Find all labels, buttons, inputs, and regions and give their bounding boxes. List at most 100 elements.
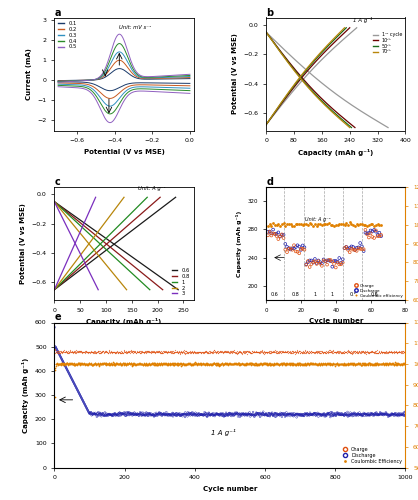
- Point: [128, 410, 135, 418]
- Point: [70, 348, 76, 356]
- Point: [234, 349, 240, 357]
- Point: [204, 348, 210, 356]
- Point: [93, 410, 99, 418]
- Point: [362, 348, 369, 356]
- Point: [119, 348, 125, 356]
- Point: [128, 348, 135, 356]
- Point: [54, 348, 61, 356]
- Point: [134, 410, 141, 418]
- Point: [194, 348, 200, 356]
- Point: [94, 348, 100, 356]
- Point: [331, 411, 338, 419]
- Point: [387, 411, 393, 419]
- Point: [59, 348, 65, 356]
- Point: [74, 359, 81, 367]
- Point: [202, 347, 209, 355]
- Point: [214, 348, 221, 356]
- Point: [258, 348, 265, 356]
- Point: [298, 220, 304, 228]
- Point: [342, 410, 349, 418]
- Point: [393, 348, 400, 356]
- Point: [247, 348, 254, 356]
- Point: [285, 245, 292, 253]
- Point: [125, 409, 131, 417]
- Point: [134, 360, 141, 368]
- Point: [254, 360, 261, 368]
- Point: [168, 348, 175, 356]
- Point: [182, 360, 189, 368]
- Point: [347, 244, 353, 252]
- Point: [97, 348, 104, 356]
- Point: [257, 410, 264, 418]
- Point: [363, 350, 370, 358]
- Point: [273, 221, 280, 229]
- Point: [178, 348, 185, 356]
- Point: [107, 348, 114, 356]
- Point: [288, 360, 295, 368]
- Point: [370, 410, 377, 418]
- Point: [346, 360, 353, 368]
- Point: [374, 231, 381, 239]
- Point: [163, 348, 170, 356]
- Point: [119, 360, 126, 368]
- Point: [293, 414, 300, 422]
- Point: [129, 348, 136, 356]
- Point: [280, 348, 287, 356]
- Point: [298, 410, 305, 418]
- Point: [357, 410, 364, 418]
- Point: [352, 410, 358, 418]
- Point: [208, 410, 214, 418]
- Point: [112, 409, 118, 417]
- Point: [137, 410, 143, 418]
- Point: [153, 411, 159, 419]
- Point: [267, 410, 274, 418]
- Point: [298, 360, 305, 368]
- Point: [324, 411, 331, 419]
- Point: [179, 349, 186, 357]
- Point: [332, 222, 339, 230]
- Point: [198, 360, 205, 368]
- Point: [77, 392, 84, 400]
- Point: [250, 348, 256, 356]
- Point: [117, 348, 124, 356]
- Point: [90, 409, 97, 417]
- Point: [104, 360, 111, 368]
- Point: [354, 410, 361, 418]
- Point: [278, 348, 285, 356]
- Point: [232, 410, 238, 418]
- Point: [386, 360, 393, 368]
- Point: [325, 348, 331, 356]
- Point: [378, 360, 385, 368]
- Point: [376, 348, 383, 356]
- Point: [61, 348, 68, 356]
- Point: [199, 411, 206, 419]
- Point: [263, 359, 270, 367]
- Point: [329, 412, 336, 420]
- Point: [268, 410, 275, 418]
- Point: [245, 412, 251, 420]
- Point: [277, 348, 283, 356]
- Point: [126, 359, 133, 367]
- Point: [218, 410, 225, 418]
- Point: [390, 410, 397, 418]
- Point: [294, 360, 301, 368]
- Point: [362, 410, 369, 418]
- Point: [311, 410, 318, 418]
- Point: [287, 360, 293, 368]
- Point: [64, 367, 71, 375]
- Point: [127, 360, 133, 368]
- Point: [280, 231, 287, 239]
- Point: [131, 348, 138, 356]
- Point: [386, 360, 393, 368]
- Point: [89, 348, 95, 356]
- Point: [151, 359, 158, 367]
- Point: [260, 360, 266, 368]
- Point: [164, 349, 171, 357]
- Point: [217, 410, 224, 418]
- Point: [213, 361, 220, 369]
- Point: [257, 413, 263, 421]
- Point: [352, 348, 359, 356]
- Point: [137, 347, 144, 355]
- Point: [353, 411, 360, 419]
- Point: [322, 412, 329, 420]
